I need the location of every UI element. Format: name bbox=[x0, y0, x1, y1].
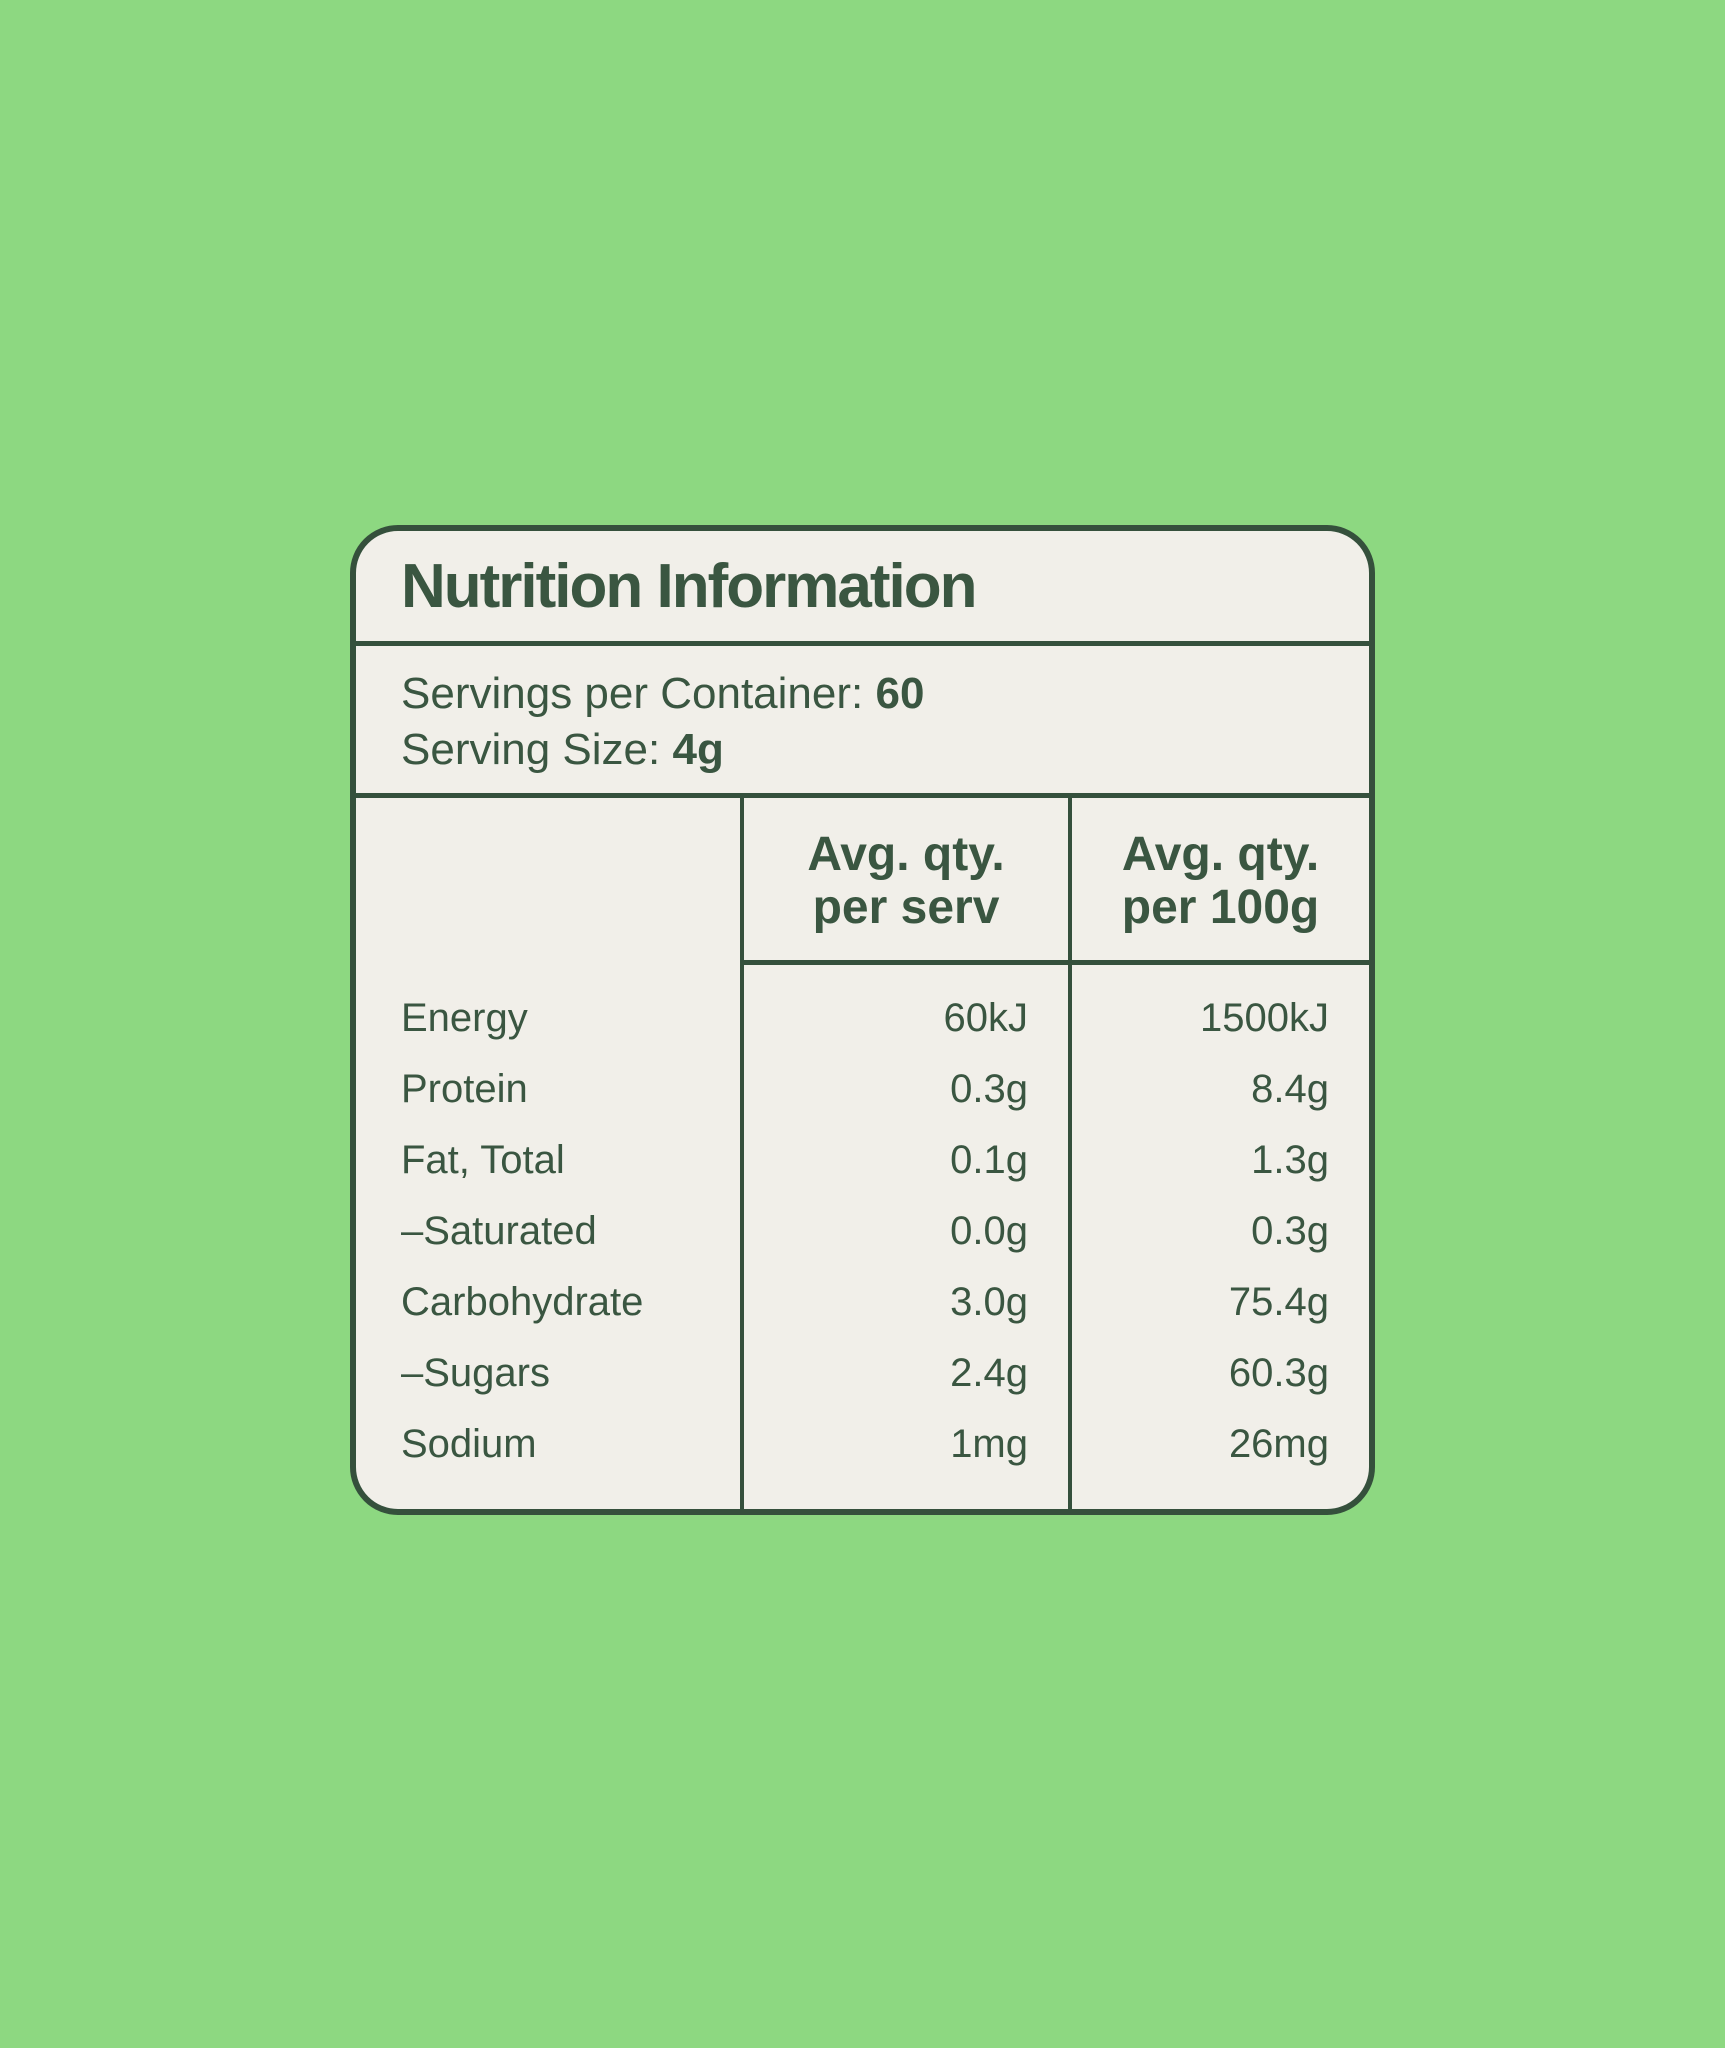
row-sodium-per-serv: 1mg bbox=[950, 1422, 1028, 1466]
per-100g-header-line2: per 100g bbox=[1121, 881, 1320, 934]
serving-size-value: 4g bbox=[672, 725, 724, 774]
per-serv-values: 60kJ 0.3g 0.1g 0.0g 3.0g 2.4g 1mg bbox=[744, 965, 1068, 1480]
nutrient-column-header-empty bbox=[356, 798, 740, 965]
row-fat-total-name: Fat, Total bbox=[401, 1138, 565, 1182]
per-serv-column-header: Avg. qty. per serv bbox=[744, 798, 1068, 965]
row-protein-per-100g: 8.4g bbox=[1251, 1067, 1329, 1111]
row-saturated-per-100g: 0.3g bbox=[1251, 1209, 1329, 1253]
per-serv-header-line1: Avg. qty. bbox=[807, 828, 1005, 881]
nutrient-names: Energy Protein Fat, Total –Saturated Car… bbox=[356, 965, 740, 1480]
servings-per-container-line: Servings per Container: 60 bbox=[401, 666, 1324, 722]
servings-per-container-value: 60 bbox=[875, 669, 925, 718]
row-sodium-name: Sodium bbox=[401, 1422, 537, 1466]
row-carbohydrate-name: Carbohydrate bbox=[401, 1280, 644, 1324]
row-sugars-per-100g: 60.3g bbox=[1228, 1351, 1329, 1395]
row-sugars-name: –Sugars bbox=[401, 1351, 550, 1395]
serving-size-line: Serving Size: 4g bbox=[401, 722, 1324, 778]
row-carbohydrate-per-100g: 75.4g bbox=[1228, 1280, 1329, 1324]
row-protein-name: Protein bbox=[401, 1067, 528, 1111]
nutrition-label-card: Nutrition Information Servings per Conta… bbox=[350, 525, 1375, 1515]
row-fat-total-per-serv: 0.1g bbox=[950, 1138, 1028, 1182]
row-sodium-per-100g: 26mg bbox=[1228, 1422, 1329, 1466]
per-serv-header-line2: per serv bbox=[812, 881, 1000, 934]
row-energy-name: Energy bbox=[401, 996, 528, 1040]
row-saturated-name: –Saturated bbox=[401, 1209, 597, 1253]
serving-info-section: Servings per Container: 60 Serving Size:… bbox=[356, 646, 1369, 798]
nutrient-column: Energy Protein Fat, Total –Saturated Car… bbox=[356, 798, 740, 1509]
per-100g-column-header: Avg. qty. per 100g bbox=[1072, 798, 1369, 965]
per-100g-column: Avg. qty. per 100g 1500kJ 8.4g 1.3g 0.3g… bbox=[1068, 798, 1369, 1509]
servings-per-container-label: Servings per Container: bbox=[401, 669, 864, 718]
per-100g-header-line1: Avg. qty. bbox=[1121, 828, 1320, 881]
row-protein-per-serv: 0.3g bbox=[950, 1067, 1028, 1111]
nutrition-table: Energy Protein Fat, Total –Saturated Car… bbox=[356, 798, 1369, 1509]
serving-size-label: Serving Size: bbox=[401, 725, 661, 774]
row-carbohydrate-per-serv: 3.0g bbox=[950, 1280, 1028, 1324]
label-title: Nutrition Information bbox=[356, 531, 1369, 646]
per-serv-column: Avg. qty. per serv 60kJ 0.3g 0.1g 0.0g 3… bbox=[740, 798, 1068, 1509]
row-sugars-per-serv: 2.4g bbox=[950, 1351, 1028, 1395]
row-saturated-per-serv: 0.0g bbox=[950, 1209, 1028, 1253]
row-energy-per-serv: 60kJ bbox=[943, 996, 1029, 1040]
per-100g-values: 1500kJ 8.4g 1.3g 0.3g 75.4g 60.3g 26mg bbox=[1072, 965, 1369, 1480]
row-fat-total-per-100g: 1.3g bbox=[1251, 1138, 1329, 1182]
row-energy-per-100g: 1500kJ bbox=[1200, 996, 1329, 1040]
